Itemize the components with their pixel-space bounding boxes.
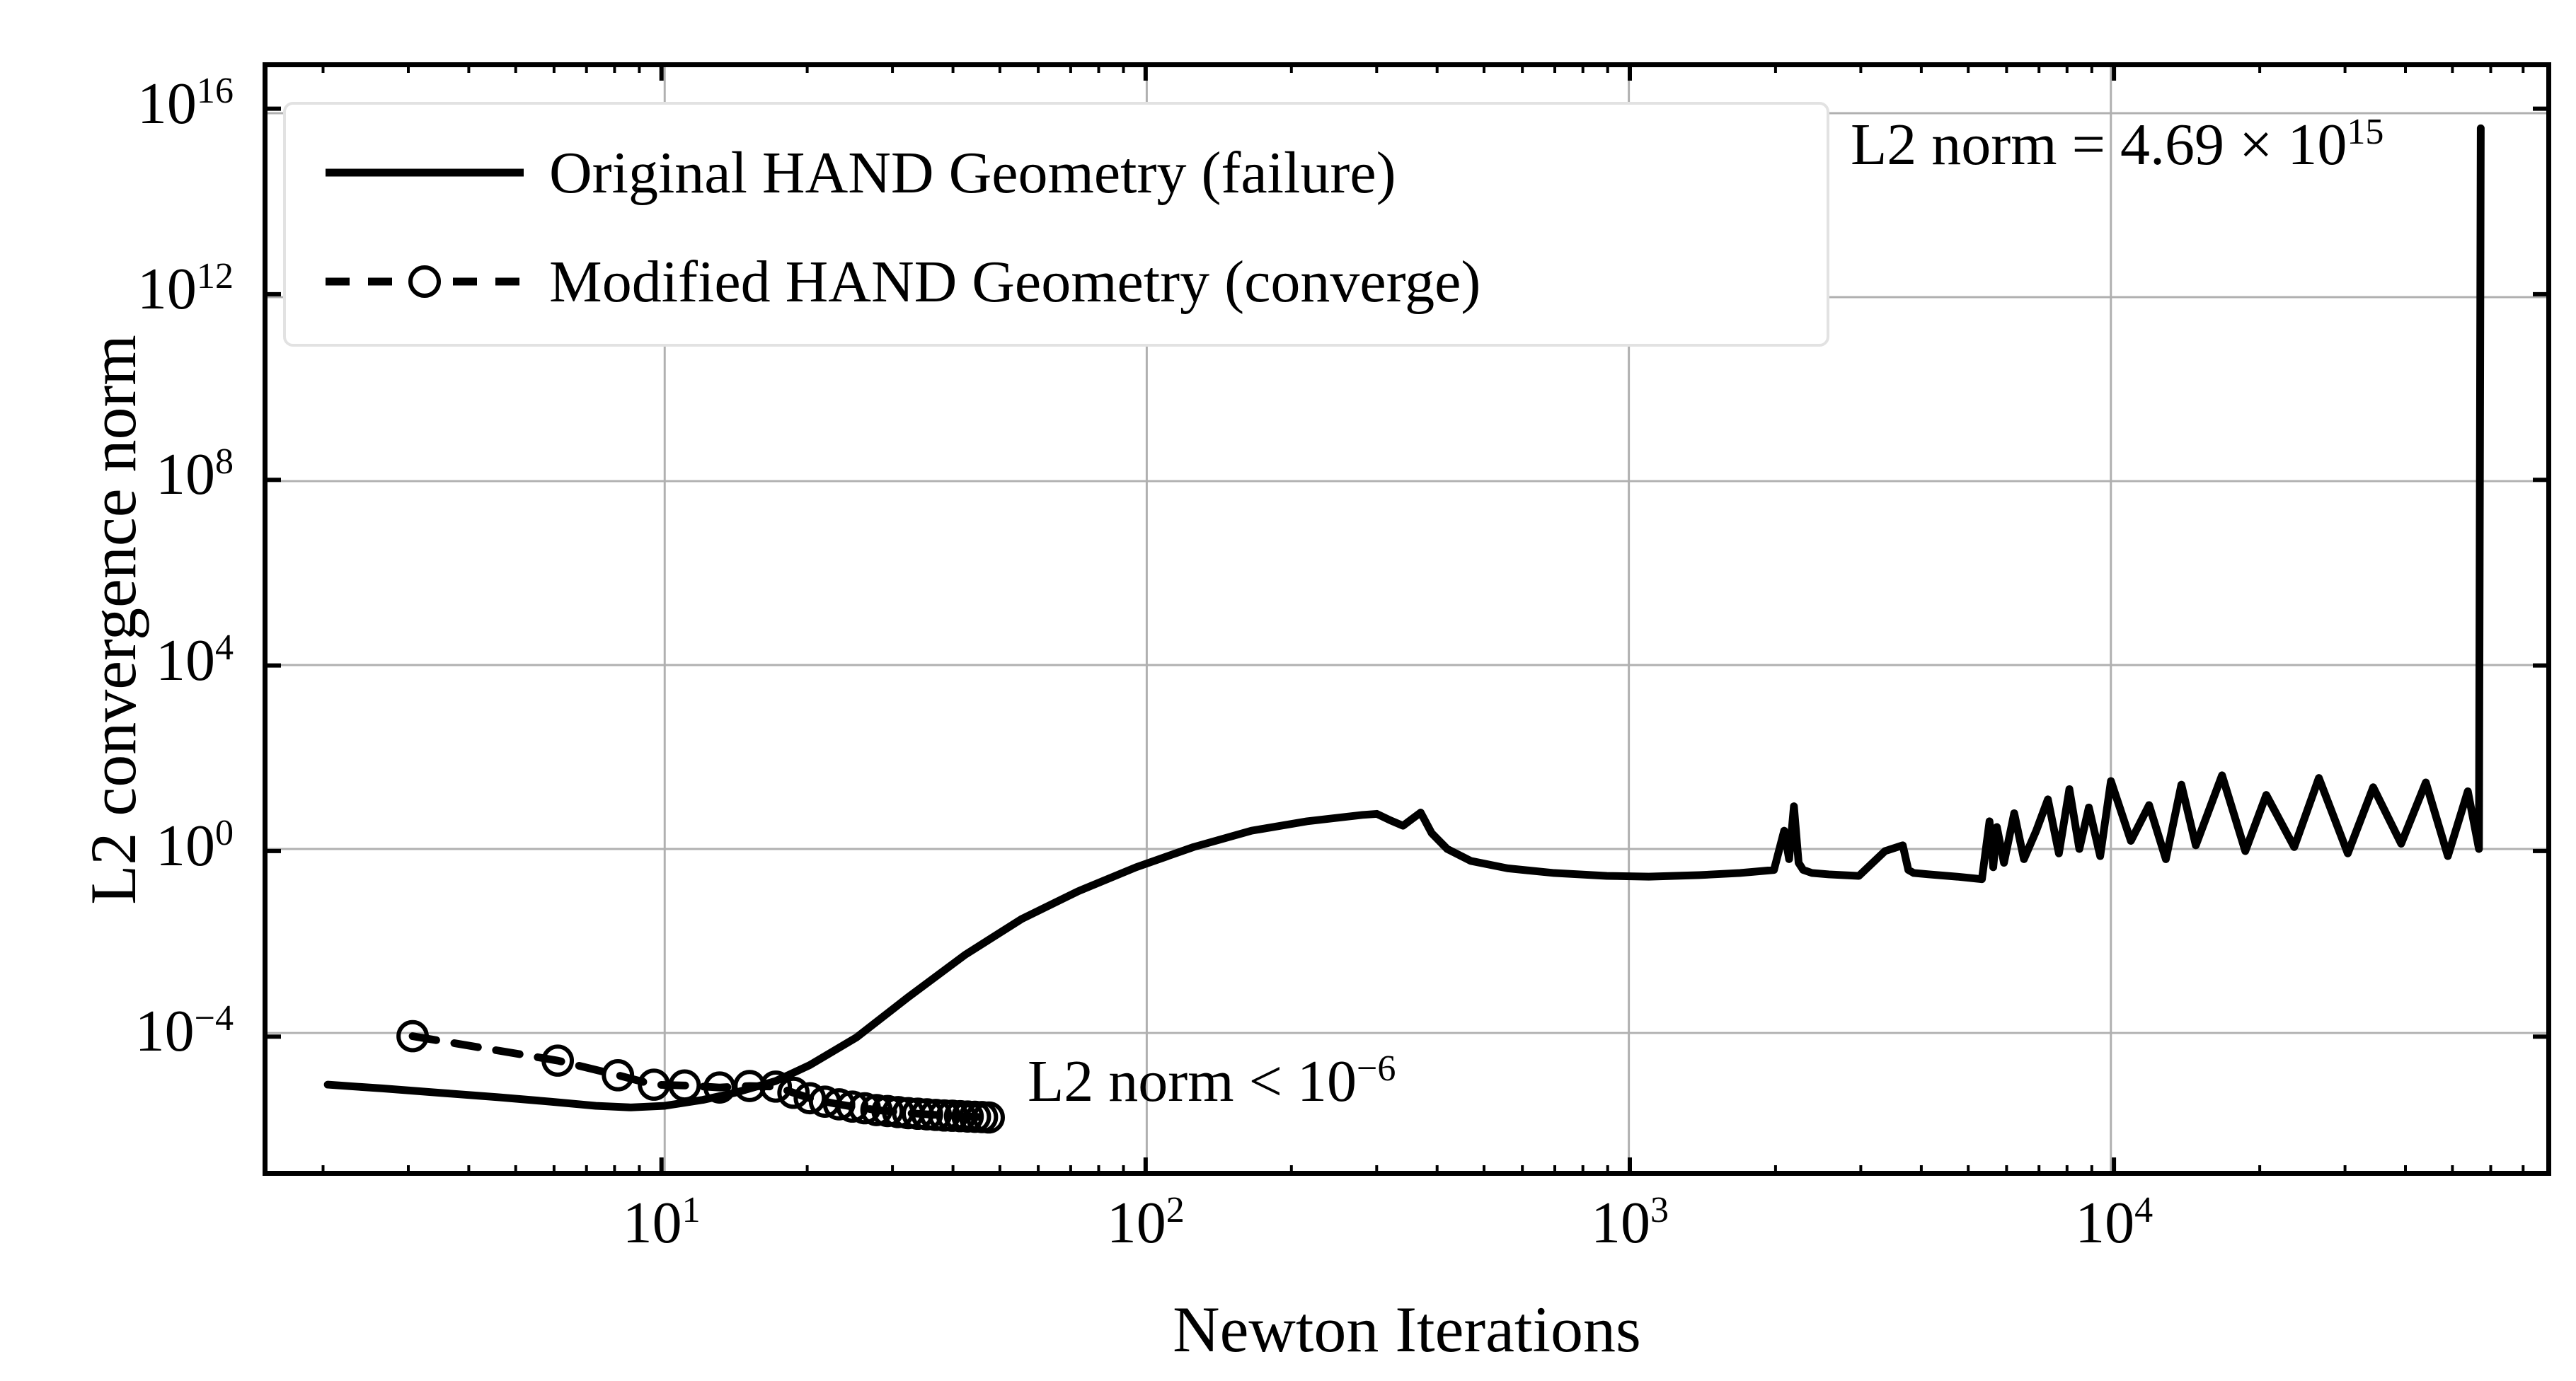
legend-label-original: Original HAND Geometry (failure) [549,139,1396,206]
y-tick-label: 104 [155,627,234,693]
legend-item-modified[interactable]: Modified HAND Geometry (converge) [286,239,1827,324]
x-tick-label: 104 [2075,1190,2154,1256]
x-axis-title: Newton Iterations [1173,1293,1641,1365]
x-tick-label: 103 [1590,1190,1669,1256]
x-tick-label: 102 [1106,1190,1185,1256]
y-tick-label: 1016 [137,70,234,137]
legend-box[interactable]: Original HAND Geometry (failure) Modifie… [283,102,1829,347]
x-tick-label: 101 [622,1190,701,1256]
annotation-final-norm: L2 norm = 4.69 × 1015 [1851,112,2384,178]
legend-sample-solid-line [318,151,531,194]
legend-label-modified: Modified HAND Geometry (converge) [549,248,1481,315]
annotation-converged-norm: L2 norm < 10−6 [1028,1048,1396,1114]
y-tick-label: 10−4 [134,998,234,1065]
legend-item-original[interactable]: Original HAND Geometry (failure) [286,130,1827,215]
y-tick-label: 108 [155,441,234,508]
y-tick-label: 100 [155,812,234,879]
legend-sample-dashed-circle-line [318,260,531,303]
y-tick-label: 1012 [137,255,234,322]
data-series-layer [323,124,2485,1134]
